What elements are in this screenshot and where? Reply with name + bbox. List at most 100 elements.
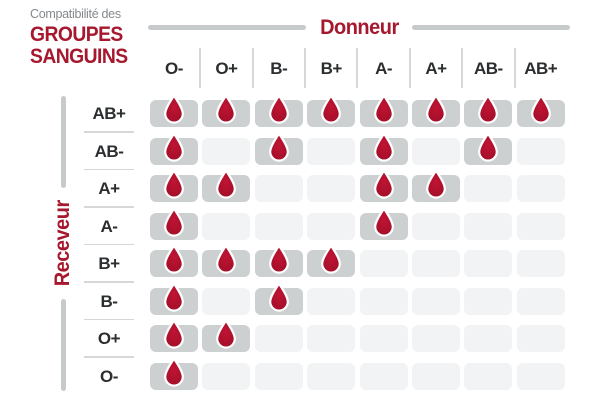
cell-O--AB-: [464, 362, 513, 390]
cell-A+-AB-: [464, 175, 513, 202]
cell-O--B+: [307, 362, 356, 390]
cell-B+-A+: [411, 250, 460, 277]
cell-O+-B+: [307, 325, 356, 352]
cell-B+-B+: [307, 244, 356, 277]
blood-drop-icon: [216, 244, 237, 274]
cell-O+-B-: [254, 325, 303, 352]
cell-AB--A-: [359, 132, 408, 165]
compatibility-grid: [150, 94, 565, 390]
blood-drop-icon: [321, 94, 342, 124]
blood-drop-icon: [216, 319, 237, 349]
blood-drop-icon: [268, 282, 289, 312]
cell-O--O-: [150, 357, 198, 390]
cell-AB--A+: [411, 137, 460, 165]
cell-A--B-: [254, 212, 303, 240]
cell-O+-O+: [202, 319, 251, 352]
receiver-label-B-: B-: [82, 288, 136, 321]
cell-O+-A-: [359, 325, 408, 352]
blood-drop-icon: [216, 94, 237, 124]
blood-drop-icon: [268, 244, 289, 274]
chart-title-eyebrow: Compatibilité des: [30, 7, 121, 21]
blood-drop-icon: [373, 94, 394, 124]
cell-A+-A+: [411, 169, 460, 202]
donor-header-A+: A+: [408, 48, 460, 88]
receiver-label-AB-: AB-: [82, 138, 136, 171]
blood-drop-icon: [478, 94, 499, 124]
donor-header-O-: O-: [165, 59, 183, 78]
cell-A--A+: [411, 212, 460, 240]
receiver-axis: Receveur: [48, 96, 78, 391]
donor-axis-line-left: [148, 25, 306, 30]
receiver-row-labels: AB+ AB- A+ A- B+ B- O+ O-: [82, 100, 136, 390]
cell-O+-AB+: [516, 325, 565, 352]
cell-B--B+: [307, 287, 356, 315]
cell-B--B-: [254, 282, 303, 315]
donor-header-A-: A-: [356, 48, 408, 88]
chart-title-line1: GROUPES: [30, 23, 123, 46]
cell-B--A+: [411, 287, 460, 315]
blood-drop-icon: [268, 132, 289, 162]
receiver-axis-line-top: [60, 96, 66, 189]
cell-B+-AB-: [464, 250, 513, 277]
cell-AB--AB+: [516, 137, 565, 165]
donor-axis-line-right: [412, 25, 571, 30]
cell-A+-O+: [202, 169, 251, 202]
cell-AB--B-: [254, 132, 303, 165]
receiver-label-AB+: AB+: [82, 100, 136, 133]
cell-AB+-A+: [411, 94, 460, 127]
blood-drop-icon: [321, 244, 342, 274]
cell-O--B-: [254, 362, 303, 390]
receiver-axis-line-bottom: [60, 298, 66, 391]
cell-O--A+: [411, 362, 460, 390]
cell-A+-B+: [307, 175, 356, 202]
donor-header-B-: B-: [251, 48, 303, 88]
donor-axis: Donneur: [148, 15, 571, 40]
donor-header-B+: B+: [303, 48, 355, 88]
cell-O+-A+: [411, 325, 460, 352]
receiver-axis-label: Receveur: [51, 200, 74, 287]
cell-B--O-: [150, 282, 198, 315]
cell-O+-O-: [150, 319, 198, 352]
cell-B+-O+: [202, 244, 251, 277]
cell-O--O+: [202, 362, 251, 390]
blood-drop-icon: [164, 207, 184, 237]
cell-B--A-: [359, 287, 408, 315]
blood-drop-icon: [164, 132, 184, 162]
chart-title: Compatibilité des GROUPES SANGUINS: [30, 7, 145, 68]
cell-O+-AB-: [464, 325, 513, 352]
cell-A+-B-: [254, 175, 303, 202]
donor-header-O+: O+: [199, 48, 250, 88]
blood-drop-icon: [164, 244, 184, 274]
blood-drop-icon: [216, 169, 237, 199]
blood-drop-icon: [373, 169, 394, 199]
receiver-label-O+: O+: [82, 325, 136, 358]
cell-B+-A-: [359, 250, 408, 277]
cell-AB+-AB-: [464, 94, 513, 127]
donor-header-AB+: AB+: [513, 48, 565, 88]
cell-AB+-O-: [150, 94, 198, 127]
cell-AB+-AB+: [516, 94, 565, 127]
cell-AB--O-: [150, 132, 198, 165]
cell-AB+-B+: [307, 94, 356, 127]
chart-title-line2: SANGUINS: [30, 45, 128, 68]
cell-B--O+: [202, 287, 251, 315]
receiver-label-A-: A-: [82, 213, 136, 246]
cell-A--O-: [150, 207, 198, 240]
blood-drop-icon: [268, 94, 289, 124]
blood-drop-icon: [426, 169, 446, 199]
cell-AB+-B-: [254, 94, 303, 127]
cell-A+-AB+: [516, 175, 565, 202]
cell-B--AB+: [516, 287, 565, 315]
blood-drop-icon: [164, 94, 184, 124]
receiver-label-A+: A+: [82, 175, 136, 208]
blood-drop-icon: [373, 207, 394, 237]
cell-AB--B+: [307, 137, 356, 165]
donor-column-headers: O- O+ B- B+ A- A+ AB- AB+: [150, 48, 565, 88]
cell-A--A-: [359, 207, 408, 240]
blood-drop-icon: [164, 169, 184, 199]
cell-AB--O+: [202, 137, 251, 165]
blood-drop-icon: [478, 132, 499, 162]
blood-drop-icon: [373, 132, 394, 162]
blood-drop-icon: [426, 94, 446, 124]
donor-axis-label: Donneur: [319, 15, 399, 39]
